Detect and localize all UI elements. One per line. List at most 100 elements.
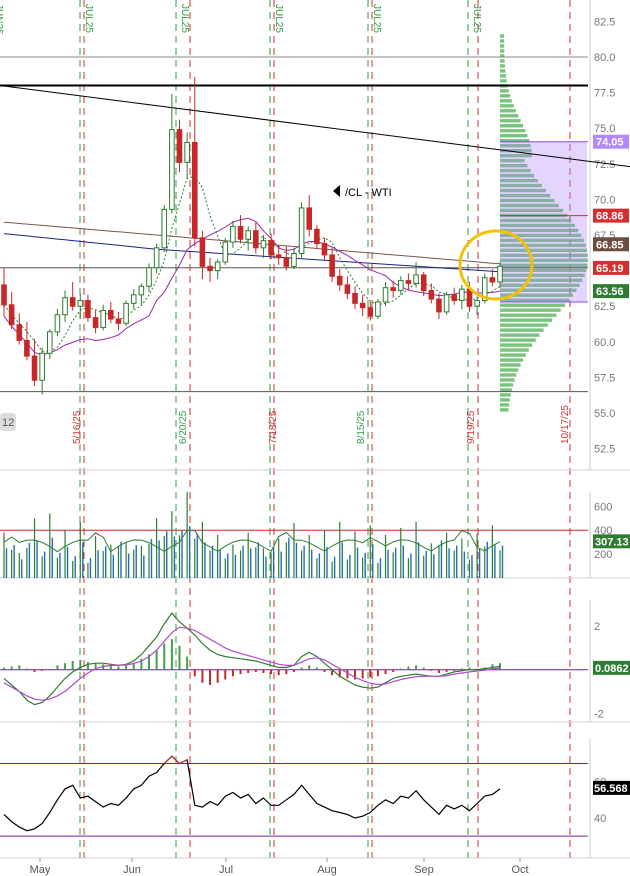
- volume-tick-label: 600: [594, 501, 612, 513]
- level-tag-box: [593, 260, 629, 275]
- candle-body: [169, 129, 175, 210]
- rsi-last-box: [593, 780, 630, 795]
- candle-body: [253, 230, 259, 249]
- candle-body: [16, 324, 23, 341]
- volume-profile-bar: [500, 183, 542, 188]
- candle-body: [275, 254, 282, 259]
- candle-body: [352, 292, 358, 304]
- volume-profile-bar: [500, 134, 528, 138]
- volume-profile-bar: [500, 348, 529, 352]
- month-label: Jul: [219, 864, 233, 876]
- cycle-label-top: JUN25: [0, 4, 4, 35]
- candle-body: [489, 277, 496, 283]
- candle-body: [77, 300, 84, 307]
- level-tag-label: 65.19: [596, 263, 624, 275]
- candle-body: [306, 207, 313, 230]
- price-tick-label: 72.5: [594, 159, 615, 171]
- candle-body: [62, 297, 68, 316]
- candle-body: [184, 141, 190, 163]
- side-tag-box: [0, 413, 16, 431]
- candle-body: [321, 243, 328, 256]
- candle-body: [497, 265, 503, 283]
- value-area-box: [500, 141, 587, 302]
- volume-profile-bar: [500, 243, 586, 248]
- volume-profile-bar: [500, 308, 561, 312]
- candle-body: [291, 253, 297, 267]
- volume-tick-label: 200: [594, 549, 612, 561]
- candle-body: [92, 317, 99, 329]
- candle-body: [222, 241, 229, 263]
- volume-profile-bar: [500, 403, 510, 407]
- candle-body: [237, 225, 244, 240]
- month-label: May: [30, 864, 51, 876]
- volume-profile-bar: [500, 173, 535, 178]
- volume-average-line: [3, 529, 501, 553]
- cycle-label-top: JUL25: [471, 4, 482, 33]
- candle-body: [459, 288, 465, 302]
- candle-body: [1, 284, 7, 306]
- candle-body: [214, 261, 221, 272]
- volume-profile-bar: [500, 323, 548, 327]
- price-tick-label: 52.5: [594, 444, 615, 456]
- candle-body: [176, 129, 183, 163]
- volume-profile-bar: [500, 333, 540, 337]
- volume-profile-bar: [500, 59, 505, 63]
- candle-body: [130, 294, 137, 304]
- price-tick-label: 75.0: [594, 123, 615, 135]
- instrument-label: /CL - WTI: [345, 187, 392, 199]
- candle-body: [375, 301, 381, 317]
- month-label: Sep: [414, 864, 434, 876]
- candle-body: [436, 298, 442, 313]
- rsi-tick-label: 40: [594, 813, 606, 825]
- volume-profile-bar: [500, 124, 524, 128]
- volume-profile-bar: [500, 313, 557, 317]
- volume-profile-bar: [500, 283, 580, 287]
- candle-body: [100, 309, 106, 329]
- price-tick-label: 80.0: [594, 52, 615, 64]
- price-tick-label: 77.5: [594, 88, 615, 100]
- volume-profile-bar: [500, 318, 553, 322]
- volume-profile-bar: [500, 228, 579, 233]
- volume-profile-bar: [500, 238, 584, 243]
- volume-profile-bar: [500, 139, 530, 143]
- candle-body: [413, 274, 419, 284]
- volume-profile-bar: [500, 263, 588, 268]
- cycle-date-bottom: 8/15/25: [356, 410, 367, 444]
- cycle-lines: [79, 0, 571, 858]
- volume-profile-bar: [500, 233, 582, 238]
- macd-last-label: 0.0862: [595, 663, 629, 675]
- cycle-label-top: JUL25: [273, 4, 284, 33]
- candle-body: [443, 294, 450, 313]
- candle-body: [382, 287, 389, 303]
- candle-body: [8, 304, 15, 326]
- candle-body: [191, 141, 198, 239]
- volume-profile-bar: [500, 193, 551, 198]
- volume-profile-bar: [500, 273, 585, 277]
- candle-body: [199, 237, 206, 267]
- volume-profile-bar: [500, 398, 510, 402]
- level-tag-label: 66.85: [596, 239, 624, 251]
- volume-profile-bar: [500, 208, 564, 213]
- candle-body: [268, 240, 274, 256]
- volume-profile-bar: [500, 119, 521, 123]
- candle-body: [329, 254, 335, 277]
- cycle-date-bottom: 10/17/25: [560, 405, 571, 444]
- volume-profile-bar: [500, 268, 587, 273]
- volume-profile-bar: [500, 218, 572, 223]
- macd-signal-line: [3, 626, 501, 701]
- volume-profile-bar: [500, 328, 544, 332]
- level-tag-label: 68.86: [596, 211, 624, 223]
- price-tick-label: 70.0: [594, 194, 615, 206]
- candle-body: [420, 274, 427, 292]
- macd-line: [3, 612, 501, 706]
- volume-profile-bar: [500, 168, 531, 173]
- volume-profile-bar: [500, 278, 583, 282]
- level-tag-label: 74.05: [596, 137, 624, 149]
- volume-profile-bar: [500, 248, 588, 253]
- candle-body: [138, 285, 145, 296]
- candle-body: [359, 302, 366, 309]
- volume-profile-bar: [500, 99, 512, 103]
- rsi-line: [3, 755, 501, 832]
- month-label: Aug: [317, 864, 337, 876]
